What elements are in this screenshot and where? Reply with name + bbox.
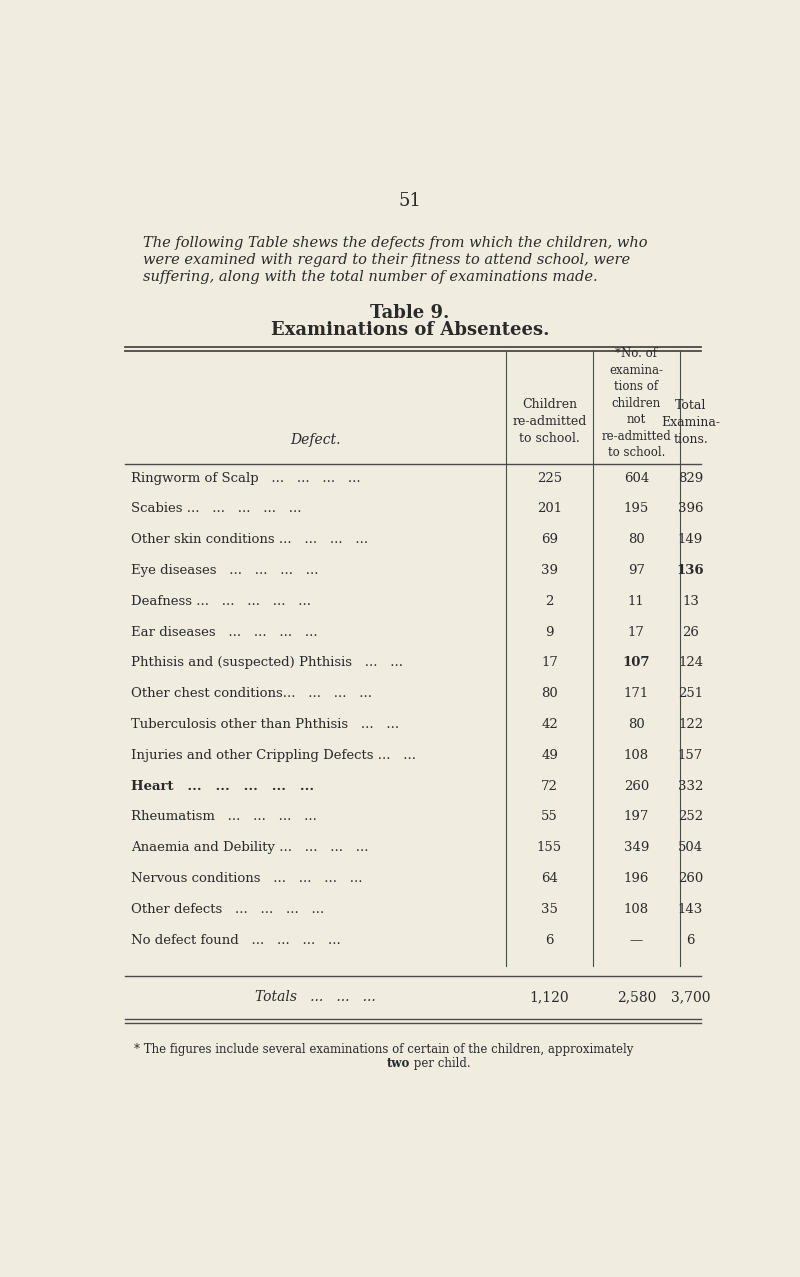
Text: 35: 35 — [541, 903, 558, 916]
Text: 9: 9 — [546, 626, 554, 638]
Text: *No. of
examina-
tions of
children
not
re-admitted
to school.: *No. of examina- tions of children not r… — [602, 347, 671, 460]
Text: No defect found   ...   ...   ...   ...: No defect found ... ... ... ... — [131, 933, 341, 946]
Text: 72: 72 — [541, 780, 558, 793]
Text: 17: 17 — [541, 656, 558, 669]
Text: Ear diseases   ...   ...   ...   ...: Ear diseases ... ... ... ... — [131, 626, 318, 638]
Text: 396: 396 — [678, 502, 703, 516]
Text: 2: 2 — [546, 595, 554, 608]
Text: 829: 829 — [678, 471, 703, 485]
Text: Ringworm of Scalp   ...   ...   ...   ...: Ringworm of Scalp ... ... ... ... — [131, 471, 361, 485]
Text: 260: 260 — [624, 780, 649, 793]
Text: Total
Examina-
tions.: Total Examina- tions. — [661, 400, 720, 446]
Text: 51: 51 — [398, 192, 422, 209]
Text: 55: 55 — [541, 811, 558, 824]
Text: —: — — [630, 933, 643, 946]
Text: Other defects   ...   ...   ...   ...: Other defects ... ... ... ... — [131, 903, 324, 916]
Text: Deafness ...   ...   ...   ...   ...: Deafness ... ... ... ... ... — [131, 595, 311, 608]
Text: 332: 332 — [678, 780, 703, 793]
Text: The following Table shews the defects from which the children, who: The following Table shews the defects fr… — [143, 236, 648, 250]
Text: * The figures include several examinations of certain of the children, approxima: * The figures include several examinatio… — [134, 1043, 634, 1056]
Text: 13: 13 — [682, 595, 699, 608]
Text: 97: 97 — [628, 564, 645, 577]
Text: 251: 251 — [678, 687, 703, 700]
Text: 260: 260 — [678, 872, 703, 885]
Text: 107: 107 — [622, 656, 650, 669]
Text: 197: 197 — [624, 811, 649, 824]
Text: 604: 604 — [624, 471, 649, 485]
Text: 225: 225 — [537, 471, 562, 485]
Text: 6: 6 — [546, 933, 554, 946]
Text: 157: 157 — [678, 748, 703, 762]
Text: 136: 136 — [677, 564, 704, 577]
Text: 124: 124 — [678, 656, 703, 669]
Text: 39: 39 — [541, 564, 558, 577]
Text: suffering, along with the total number of examinations made.: suffering, along with the total number o… — [143, 271, 598, 285]
Text: 196: 196 — [624, 872, 649, 885]
Text: 108: 108 — [624, 903, 649, 916]
Text: 64: 64 — [541, 872, 558, 885]
Text: 149: 149 — [678, 534, 703, 547]
Text: Eye diseases   ...   ...   ...   ...: Eye diseases ... ... ... ... — [131, 564, 318, 577]
Text: Table 9.: Table 9. — [370, 304, 450, 322]
Text: per child.: per child. — [410, 1057, 470, 1070]
Text: 69: 69 — [541, 534, 558, 547]
Text: Nervous conditions   ...   ...   ...   ...: Nervous conditions ... ... ... ... — [131, 872, 362, 885]
Text: 122: 122 — [678, 718, 703, 730]
Text: 2,580: 2,580 — [617, 990, 656, 1004]
Text: 195: 195 — [624, 502, 649, 516]
Text: Phthisis and (suspected) Phthisis   ...   ...: Phthisis and (suspected) Phthisis ... ..… — [131, 656, 403, 669]
Text: Other skin conditions ...   ...   ...   ...: Other skin conditions ... ... ... ... — [131, 534, 368, 547]
Text: 1,120: 1,120 — [530, 990, 570, 1004]
Text: Examinations of Absentees.: Examinations of Absentees. — [270, 321, 550, 340]
Text: 26: 26 — [682, 626, 699, 638]
Text: two: two — [386, 1057, 410, 1070]
Text: Rheumatism   ...   ...   ...   ...: Rheumatism ... ... ... ... — [131, 811, 317, 824]
Text: were examined with regard to their fitness to attend school, were: were examined with regard to their fitne… — [143, 253, 630, 267]
Text: Injuries and other Crippling Defects ...   ...: Injuries and other Crippling Defects ...… — [131, 748, 416, 762]
Text: Other chest conditions...   ...   ...   ...: Other chest conditions... ... ... ... — [131, 687, 372, 700]
Text: Tuberculosis other than Phthisis   ...   ...: Tuberculosis other than Phthisis ... ... — [131, 718, 399, 730]
Text: 143: 143 — [678, 903, 703, 916]
Text: 80: 80 — [628, 534, 645, 547]
Text: 49: 49 — [541, 748, 558, 762]
Text: 42: 42 — [541, 718, 558, 730]
Text: 171: 171 — [624, 687, 649, 700]
Text: 17: 17 — [628, 626, 645, 638]
Text: 3,700: 3,700 — [670, 990, 710, 1004]
Text: 80: 80 — [628, 718, 645, 730]
Text: Heart   ...   ...   ...   ...   ...: Heart ... ... ... ... ... — [131, 780, 314, 793]
Text: 11: 11 — [628, 595, 645, 608]
Text: 108: 108 — [624, 748, 649, 762]
Text: Anaemia and Debility ...   ...   ...   ...: Anaemia and Debility ... ... ... ... — [131, 842, 369, 854]
Text: Totals   ...   ...   ...: Totals ... ... ... — [255, 990, 376, 1004]
Text: 6: 6 — [686, 933, 694, 946]
Text: Defect.: Defect. — [290, 433, 341, 447]
Text: Scabies ...   ...   ...   ...   ...: Scabies ... ... ... ... ... — [131, 502, 302, 516]
Text: 155: 155 — [537, 842, 562, 854]
Text: 504: 504 — [678, 842, 703, 854]
Text: 80: 80 — [541, 687, 558, 700]
Text: 252: 252 — [678, 811, 703, 824]
Text: Children
re-admitted
to school.: Children re-admitted to school. — [512, 397, 586, 444]
Text: 201: 201 — [537, 502, 562, 516]
Text: 349: 349 — [624, 842, 649, 854]
